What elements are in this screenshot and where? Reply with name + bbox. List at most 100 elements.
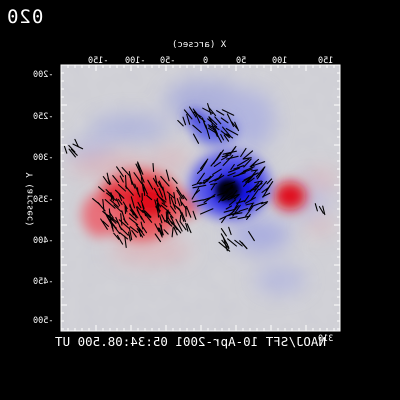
field-vector <box>229 216 238 219</box>
field-vector <box>136 209 143 220</box>
field-vector <box>104 211 112 225</box>
y-tick-label: -300 <box>33 153 54 163</box>
field-vector <box>193 111 202 118</box>
field-vector <box>213 125 220 131</box>
field-vector <box>241 241 248 250</box>
field-vector <box>227 172 236 177</box>
field-vector <box>208 116 218 126</box>
field-vector <box>225 133 234 139</box>
field-vector <box>223 134 230 142</box>
field-vector <box>220 130 230 139</box>
field-vector <box>160 175 170 187</box>
y-tick-label: -400 <box>33 236 54 246</box>
field-vector <box>133 172 143 185</box>
field-vector <box>217 191 226 196</box>
field-vector <box>220 133 225 141</box>
field-vector <box>227 238 237 247</box>
field-vector <box>191 181 202 187</box>
y-tick-label: -200 <box>33 70 54 80</box>
field-vector <box>222 154 234 167</box>
field-vector <box>165 169 170 182</box>
field-vector <box>116 234 124 245</box>
field-vector <box>241 175 254 183</box>
field-vector <box>116 166 124 178</box>
field-vector <box>242 157 252 160</box>
field-vector <box>228 199 237 206</box>
field-vector <box>124 204 128 213</box>
field-vector <box>225 205 233 210</box>
field-vector <box>152 163 155 172</box>
x-tick-label: 50 <box>236 56 247 66</box>
field-vector <box>163 229 169 235</box>
field-vector <box>161 202 168 208</box>
field-vector <box>247 177 255 184</box>
field-vector <box>130 196 136 209</box>
frame-number: 020 <box>6 6 44 28</box>
field-vector <box>223 208 237 213</box>
field-vector <box>175 186 185 200</box>
field-vector <box>217 173 223 180</box>
field-vector <box>210 182 218 186</box>
field-vector <box>186 223 192 234</box>
field-vector <box>128 227 133 241</box>
field-vector <box>159 215 163 224</box>
field-vector <box>221 216 227 224</box>
field-vector <box>124 174 127 189</box>
field-vector <box>128 213 137 221</box>
field-vector <box>154 175 158 184</box>
field-vector <box>207 124 215 129</box>
field-vector <box>179 221 187 231</box>
field-vector <box>214 127 218 135</box>
field-vector <box>185 205 192 218</box>
field-vector <box>244 168 253 173</box>
y-tick-label: -450 <box>33 277 54 287</box>
field-vector <box>237 215 251 220</box>
field-vector <box>240 147 247 158</box>
field-vector <box>100 218 108 230</box>
field-vector <box>110 222 121 235</box>
field-vector <box>229 146 236 155</box>
field-vector <box>203 193 216 204</box>
field-vector <box>168 217 173 225</box>
field-vector <box>123 218 129 226</box>
field-vector <box>140 221 144 230</box>
field-vector <box>173 191 177 205</box>
field-vector <box>192 184 207 189</box>
field-vector <box>166 218 171 225</box>
field-vector <box>176 198 181 207</box>
field-vector <box>210 183 216 191</box>
field-vector <box>266 178 273 185</box>
field-vector <box>181 211 187 223</box>
field-vector <box>221 109 235 116</box>
field-vector <box>213 152 222 165</box>
field-vector <box>117 198 123 205</box>
field-vector <box>68 148 76 158</box>
field-vector <box>228 167 240 173</box>
field-vector <box>171 221 178 231</box>
field-vector <box>226 113 235 127</box>
field-vector <box>124 235 127 248</box>
field-vector <box>245 202 255 206</box>
field-vector <box>208 107 217 117</box>
field-vector <box>117 184 127 192</box>
field-vector <box>203 121 208 130</box>
field-vector <box>213 161 222 167</box>
field-vector <box>262 185 271 198</box>
field-vector <box>107 177 112 185</box>
field-vector <box>129 206 139 219</box>
observation-caption: NAOJ/SFT 10-Apr-2001 05:34:08.500 UT <box>55 334 326 349</box>
field-vector <box>143 186 146 196</box>
field-vector <box>171 177 178 184</box>
field-vector <box>170 196 176 210</box>
field-vector <box>168 194 171 205</box>
field-vector <box>179 214 182 223</box>
field-vector <box>159 227 163 236</box>
field-vector <box>254 180 262 184</box>
field-vector <box>121 166 131 177</box>
field-vector <box>235 200 245 204</box>
field-vector <box>108 211 114 219</box>
field-vector <box>154 223 160 232</box>
field-vector <box>212 168 222 175</box>
field-vector <box>170 215 175 225</box>
field-vector <box>156 193 166 204</box>
